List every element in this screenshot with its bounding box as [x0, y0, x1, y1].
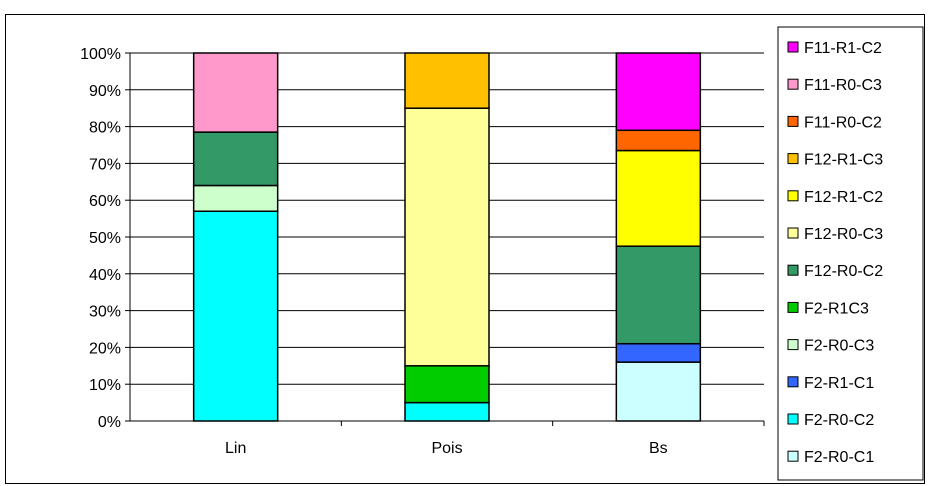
- y-tick-label: 70%: [89, 156, 121, 173]
- legend-label: F11-R0-C2: [804, 114, 882, 131]
- y-tick-label: 90%: [89, 83, 121, 100]
- legend-swatch: [788, 191, 798, 201]
- y-tick-label: 40%: [89, 267, 121, 284]
- legend-label: F2-R1C3: [804, 300, 869, 317]
- bar-segment-lin-f2-r0-c2: [194, 211, 278, 421]
- y-tick-label: 100%: [80, 46, 121, 63]
- legend-label: F12-R1-C2: [804, 189, 883, 206]
- bar-segment-bs-f2-r0-c1: [616, 362, 700, 421]
- legend-swatch: [788, 42, 798, 52]
- y-tick-label: 60%: [89, 193, 121, 210]
- legend-label: F11-R0-C3: [804, 77, 882, 94]
- bar-segment-lin-f2-r0-c3: [194, 185, 278, 211]
- legend: F11-R1-C2 F11-R0-C3 F11-R0-C2 F12-R1-C3 F12-…: [778, 27, 923, 480]
- legend-label: F2-R0-C1: [804, 449, 874, 466]
- legend-swatch: [788, 340, 798, 350]
- bar-segment-pois-f12-r1-c3: [405, 53, 489, 108]
- y-tick-label: 20%: [89, 340, 121, 357]
- y-tick-label: 10%: [89, 377, 121, 394]
- legend-label: F2-R0-C3: [804, 338, 874, 355]
- y-tick-label: 50%: [89, 230, 121, 247]
- bar-segment-bs-f11-r0-c2: [616, 130, 700, 150]
- bar-segment-bs-f2-r1-c1: [616, 344, 700, 362]
- x-category-label: Bs: [649, 440, 668, 457]
- legend-swatch: [788, 302, 798, 312]
- stacked-bar-chart: 0% 10% 20% 30% 40% 50% 60% 70% 80% 90% 100% Lin Pois…: [6, 15, 924, 483]
- chart-frame: 0% 10% 20% 30% 40% 50% 60% 70% 80% 90% 100% Lin Pois…: [5, 14, 925, 484]
- bar-segment-bs-f11-r1-c2: [616, 53, 700, 130]
- bars: [194, 53, 701, 421]
- x-category-label: Pois: [431, 440, 462, 457]
- bar-segment-lin-f11-r0-c3: [194, 53, 278, 132]
- bar-segment-bs-f12-r0-c2: [616, 246, 700, 344]
- legend-swatch: [788, 414, 798, 424]
- legend-swatch: [788, 79, 798, 89]
- x-category-label: Lin: [225, 440, 246, 457]
- legend-swatch: [788, 377, 798, 387]
- legend-swatch: [788, 451, 798, 461]
- y-tick-label: 30%: [89, 304, 121, 321]
- legend-label: F11-R1-C2: [804, 40, 882, 57]
- legend-swatch: [788, 116, 798, 126]
- y-tick-label: 0%: [98, 414, 121, 431]
- legend-label: F2-R1-C1: [804, 375, 874, 392]
- legend-swatch: [788, 154, 798, 164]
- legend-label: F12-R0-C3: [804, 226, 883, 243]
- bar-segment-lin-f12-r0-c2: [194, 132, 278, 185]
- legend-label: F12-R0-C2: [804, 263, 883, 280]
- legend-swatch: [788, 265, 798, 275]
- legend-label: F2-R0-C2: [804, 412, 874, 429]
- legend-swatch: [788, 228, 798, 238]
- legend-label: F12-R1-C3: [804, 152, 883, 169]
- bar-segment-bs-f12-r1-c2: [616, 151, 700, 247]
- y-tick-label: 80%: [89, 120, 121, 137]
- bar-segment-pois-f2-r1c3: [405, 366, 489, 403]
- bar-segment-pois-f2-r0-c2: [405, 403, 489, 421]
- bar-segment-pois-f12-r0-c3: [405, 108, 489, 366]
